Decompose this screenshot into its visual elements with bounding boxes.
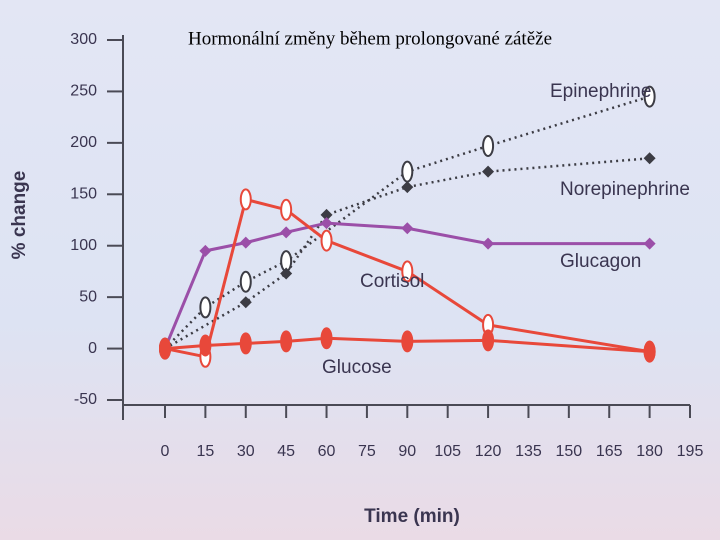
y-axis-label: % change [9, 171, 30, 260]
marker [239, 296, 252, 309]
y-tick-label: 300 [70, 31, 97, 48]
marker [320, 229, 333, 252]
y-tick-label: 150 [70, 186, 97, 203]
marker [643, 85, 656, 108]
x-tick-label: 60 [318, 443, 336, 460]
marker [280, 226, 293, 239]
series-line [163, 221, 650, 350]
marker [199, 334, 212, 357]
marker [239, 270, 252, 293]
marker [159, 337, 171, 360]
marker [401, 160, 414, 183]
marker [280, 330, 293, 353]
marker [320, 217, 333, 230]
series-label: Glucose [322, 357, 392, 378]
marker [482, 134, 495, 157]
marker [643, 340, 656, 363]
series-label: Epinephrine [550, 81, 651, 102]
x-tick-label: 150 [555, 443, 582, 460]
x-tick-label: 135 [515, 443, 542, 460]
marker [239, 236, 252, 249]
y-tick-label: 200 [70, 134, 97, 151]
y-tick-label: -50 [74, 391, 97, 408]
series-label: Norepinephrine [560, 179, 690, 200]
x-tick-label: 0 [161, 443, 170, 460]
marker [320, 327, 333, 350]
x-tick-label: 30 [237, 443, 255, 460]
x-tick-label: 90 [398, 443, 416, 460]
series-label: Cortisol [360, 271, 424, 292]
marker [482, 329, 495, 352]
x-tick-label: 105 [434, 443, 461, 460]
marker [199, 244, 212, 257]
x-tick-label: 120 [475, 443, 502, 460]
marker [280, 267, 293, 280]
y-tick-label: 100 [70, 237, 97, 254]
series-line [164, 197, 650, 359]
marker [199, 296, 212, 319]
marker [320, 208, 333, 221]
marker [280, 198, 293, 221]
marker [401, 330, 414, 353]
x-tick-label: 15 [196, 443, 214, 460]
y-tick-label: 250 [70, 83, 97, 100]
marker [643, 152, 656, 165]
marker [401, 260, 414, 283]
marker [239, 332, 252, 355]
y-tick-label: 50 [79, 288, 97, 305]
x-axis-label: Time (min) [364, 506, 460, 527]
x-tick-label: 195 [677, 443, 704, 460]
series-label: Glucagon [560, 251, 641, 272]
series-line [164, 336, 650, 354]
chart-title: Hormonální změny během prolongované zátě… [188, 28, 552, 49]
x-tick-label: 45 [277, 443, 295, 460]
marker [482, 165, 495, 178]
marker [401, 181, 414, 194]
x-tick-label: 180 [636, 443, 663, 460]
marker [643, 237, 656, 250]
marker [239, 188, 252, 211]
x-tick-label: 165 [596, 443, 623, 460]
y-tick-label: 0 [88, 340, 97, 357]
marker [482, 237, 495, 250]
x-tick-label: 75 [358, 443, 376, 460]
marker [401, 222, 414, 235]
